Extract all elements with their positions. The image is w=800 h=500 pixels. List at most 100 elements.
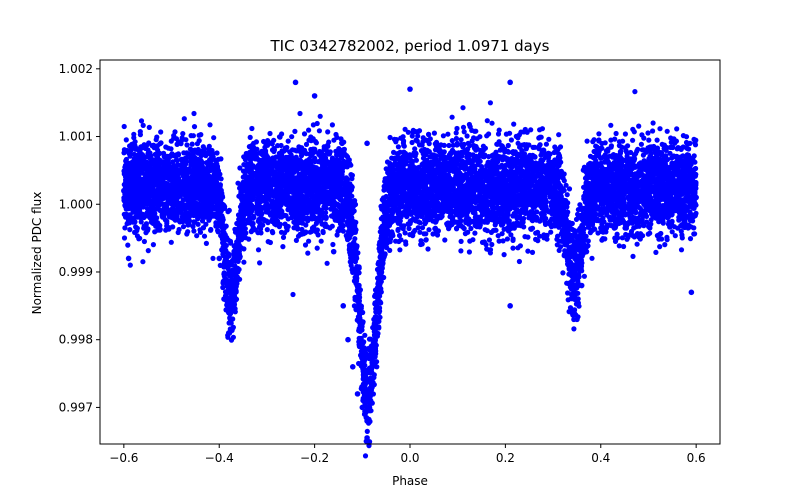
data-point: [206, 201, 213, 208]
data-point: [521, 187, 528, 194]
data-point: [397, 187, 404, 194]
x-tick-label: −0.6: [109, 451, 138, 465]
data-point: [426, 187, 432, 194]
data-point: [683, 187, 690, 194]
data-point: [359, 404, 366, 411]
data-point: [574, 296, 580, 302]
data-point: [216, 255, 223, 262]
data-point: [664, 187, 671, 194]
data-point: [569, 282, 575, 289]
x-tick-label: 0.4: [591, 451, 610, 465]
y-tick-label: 1.001: [59, 130, 93, 144]
y-tick-label: 0.999: [59, 265, 93, 279]
data-point: [373, 316, 380, 323]
data-point: [574, 316, 580, 323]
x-tick-label: −0.2: [300, 451, 329, 465]
data-point: [292, 187, 299, 194]
data-point: [493, 181, 499, 187]
data-point: [588, 214, 595, 221]
y-tick-label: 1.000: [59, 197, 93, 211]
data-point: [473, 194, 480, 201]
data-point: [273, 187, 280, 194]
y-axis: 0.997 0.998 0.999 1.000 1.001 1.002: [59, 62, 100, 414]
data-point: [454, 181, 461, 187]
chart-title: TIC 0342782002, period 1.0971 days: [269, 37, 549, 55]
data-point: [321, 214, 327, 221]
data-point: [464, 187, 471, 194]
data-point: [302, 194, 308, 201]
data-point: [225, 309, 232, 316]
data-point: [364, 418, 370, 424]
data-point: [159, 187, 165, 194]
data-point: [130, 194, 137, 201]
data-point: [168, 194, 175, 201]
data-point: [283, 181, 289, 187]
data-point: [507, 303, 513, 309]
x-tick-label: 0.2: [496, 451, 515, 465]
data-point: [416, 181, 423, 187]
y-tick-label: 1.002: [59, 62, 93, 76]
data-point: [502, 187, 509, 194]
data-point: [264, 194, 270, 201]
scatter-point-cloud: [121, 89, 699, 459]
data-point: [550, 194, 556, 201]
data-point: [240, 214, 246, 221]
data-point: [149, 181, 156, 187]
data-point: [636, 194, 642, 201]
data-point: [435, 194, 442, 201]
data-point: [140, 187, 146, 194]
data-point: [407, 86, 413, 92]
data-point: [349, 363, 356, 370]
data-point: [512, 194, 518, 201]
data-point: [235, 242, 242, 248]
data-point: [674, 194, 680, 201]
data-point: [655, 181, 661, 187]
data-point: [364, 435, 370, 441]
data-point: [354, 391, 361, 397]
data-point: [645, 187, 652, 194]
data-point: [378, 269, 385, 275]
data-point: [688, 289, 695, 296]
y-tick-label: 0.997: [59, 400, 93, 414]
data-point: [597, 194, 604, 201]
data-point: [507, 79, 513, 86]
data-point: [578, 282, 585, 289]
y-axis-label: Normalized PDC flux: [30, 192, 44, 315]
data-point: [607, 187, 614, 194]
data-point: [364, 140, 370, 147]
data-point: [311, 201, 318, 208]
data-point: [197, 194, 203, 201]
data-point: [388, 208, 394, 214]
data-point: [292, 79, 299, 86]
data-point: [187, 181, 194, 187]
data-point: [125, 255, 132, 262]
x-tick-label: 0.6: [687, 451, 706, 465]
data-point: [407, 187, 413, 194]
data-point: [559, 214, 566, 221]
data-point: [254, 187, 261, 194]
data-point: [626, 187, 633, 194]
x-tick-label: −0.4: [205, 451, 234, 465]
data-point: [221, 296, 227, 302]
data-point: [583, 248, 590, 255]
data-point: [311, 93, 318, 99]
data-point: [345, 336, 351, 343]
data-point: [483, 187, 490, 194]
data-point: [369, 384, 375, 390]
data-point: [340, 303, 347, 309]
data-point: [445, 187, 451, 194]
data-point: [121, 187, 127, 194]
scatter-points: [121, 79, 699, 441]
data-point: [564, 255, 571, 262]
x-axis: −0.6 −0.4 −0.2 0.0 0.2 0.4 0.6: [109, 444, 706, 465]
data-point: [371, 350, 378, 357]
data-point: [361, 411, 368, 418]
data-point: [392, 194, 399, 201]
data-point: [225, 330, 232, 336]
data-point: [366, 404, 373, 411]
data-point: [178, 187, 184, 194]
x-tick-label: 0.0: [400, 451, 419, 465]
data-point: [330, 248, 337, 255]
x-axis-label: Phase: [392, 474, 428, 488]
